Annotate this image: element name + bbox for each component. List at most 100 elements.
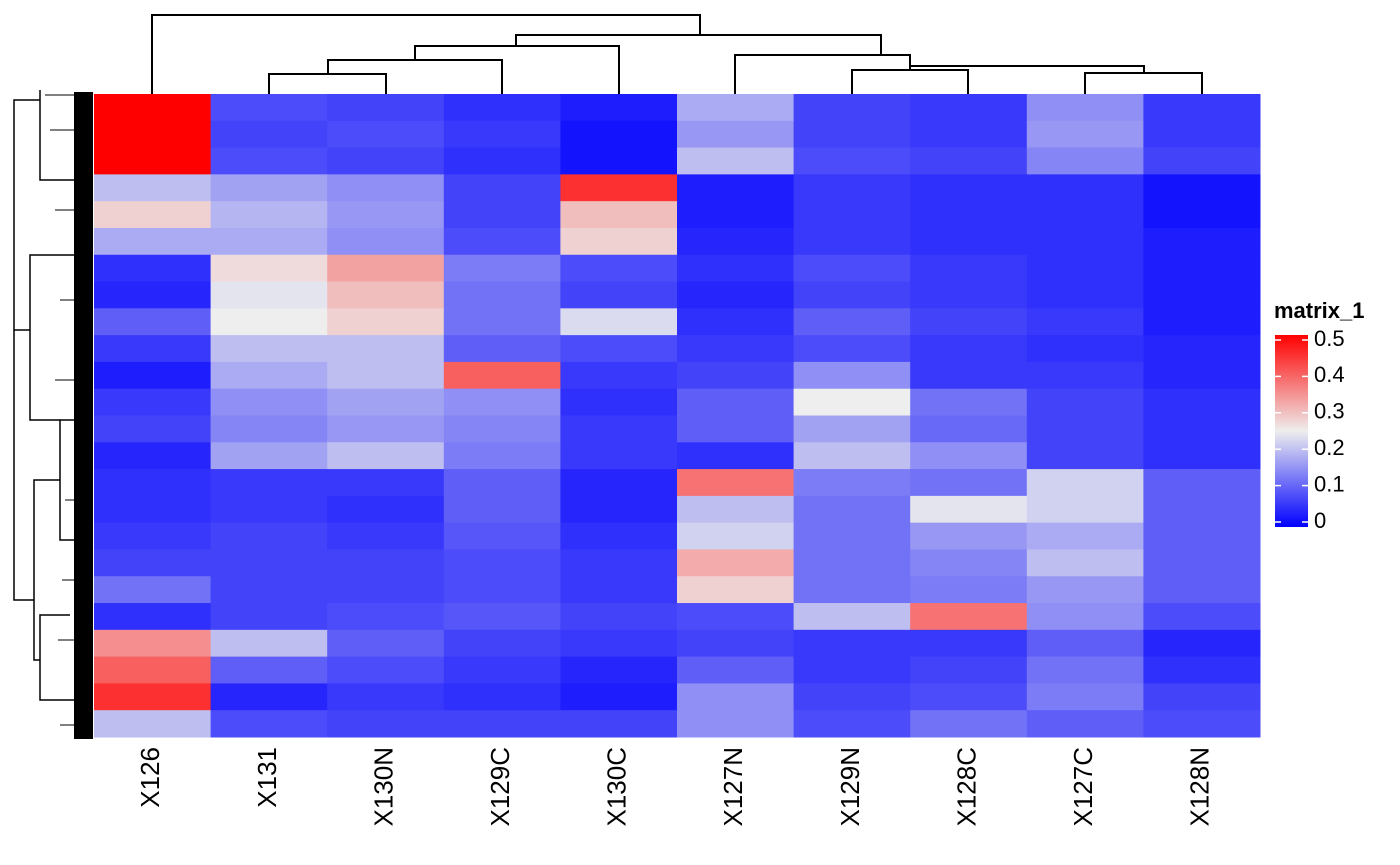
heatmap-cell	[327, 683, 445, 711]
heatmap-cell	[210, 254, 328, 283]
heatmap-cell	[1026, 495, 1144, 524]
heatmap-cell	[94, 308, 212, 336]
heatmap-cell	[1143, 549, 1261, 577]
heatmap-cell	[560, 522, 678, 550]
heatmap-cell	[327, 656, 445, 684]
heatmap-cell	[910, 549, 1028, 577]
heatmap-cell	[677, 656, 795, 684]
heatmap-cell	[677, 308, 795, 336]
heatmap-cell	[560, 361, 678, 390]
heatmap-cell	[1026, 388, 1144, 416]
heatmap-cell	[94, 94, 212, 122]
heatmap-cell	[1143, 388, 1261, 416]
row-dendrogram	[13, 90, 93, 739]
heatmap-cell	[793, 201, 911, 229]
heatmap-cell	[94, 388, 212, 416]
heatmap-cell	[677, 495, 795, 524]
heatmap-cell	[1026, 415, 1144, 443]
heatmap-cell	[677, 629, 795, 658]
heatmap-cell	[327, 335, 445, 363]
heatmap-cell	[793, 576, 911, 604]
heatmap-cell	[94, 522, 212, 550]
heatmap-cell	[94, 710, 212, 738]
heatmap-cell	[443, 442, 561, 470]
heatmap-cell	[1143, 335, 1261, 363]
heatmap-cell	[94, 576, 212, 604]
colorbar	[1275, 335, 1308, 527]
heatmap-cell	[1143, 522, 1261, 550]
heatmap-cell	[560, 308, 678, 336]
heatmap-cell	[793, 227, 911, 256]
heatmap-cell	[443, 469, 561, 497]
heatmap-cell	[560, 629, 678, 658]
heatmap-cell	[327, 94, 445, 122]
heatmap-cell	[677, 254, 795, 283]
column-dendrogram	[151, 14, 1203, 94]
heatmap-cell	[443, 308, 561, 336]
heatmap-cell	[443, 495, 561, 524]
heatmap-cell	[910, 415, 1028, 443]
heatmap-cell	[443, 683, 561, 711]
heatmap-cell	[910, 683, 1028, 711]
column-label: X131	[252, 747, 282, 808]
heatmap-cell	[677, 469, 795, 497]
heatmap-cell	[210, 656, 328, 684]
heatmap-cell	[210, 308, 328, 336]
heatmap-cell	[560, 495, 678, 524]
heatmap-cell	[327, 522, 445, 550]
heatmap-cell	[443, 415, 561, 443]
heatmap-cell	[1143, 415, 1261, 443]
heatmap-cell	[910, 147, 1028, 175]
heatmap-cell	[1026, 147, 1144, 175]
heatmap-cell	[910, 710, 1028, 738]
heatmap-cell	[560, 576, 678, 604]
heatmap-cell	[94, 174, 212, 202]
heatmap-cell	[910, 335, 1028, 363]
heatmap-cell	[677, 522, 795, 550]
heatmap-cell	[910, 442, 1028, 470]
heatmap-cell	[1026, 281, 1144, 309]
heatmap-cell	[793, 629, 911, 658]
heatmap-cell	[94, 495, 212, 524]
heatmap-cell	[210, 549, 328, 577]
heatmap-cell	[1143, 469, 1261, 497]
heatmap-cell	[94, 361, 212, 390]
heatmap-cell	[327, 308, 445, 336]
heatmap-cell	[327, 227, 445, 256]
heatmap-cell	[443, 174, 561, 202]
heatmap-cell	[793, 174, 911, 202]
heatmap-cell	[94, 603, 212, 631]
heatmap-cell	[1143, 442, 1261, 470]
colorbar-tick-label: 0.5	[1314, 326, 1345, 351]
heatmap-cell	[910, 522, 1028, 550]
legend-title: matrix_1	[1274, 298, 1365, 323]
heatmap-cell	[210, 201, 328, 229]
heatmap-cell	[210, 469, 328, 497]
heatmap-cell	[1026, 94, 1144, 122]
heatmap-cell	[677, 227, 795, 256]
heatmap-cell	[94, 415, 212, 443]
heatmap-cell	[560, 710, 678, 738]
heatmap-cell	[443, 201, 561, 229]
heatmap-cell	[793, 442, 911, 470]
heatmap-cell	[793, 656, 911, 684]
heatmap-cell	[560, 281, 678, 309]
heatmap-cell	[793, 388, 911, 416]
heatmap-cell	[677, 361, 795, 390]
heatmap-cell	[210, 495, 328, 524]
heatmap-cell	[1026, 361, 1144, 390]
heatmap-cell	[910, 227, 1028, 256]
heatmap-cell	[910, 603, 1028, 631]
heatmap-cell	[443, 629, 561, 658]
heatmap-cell	[677, 603, 795, 631]
heatmap-cell	[327, 254, 445, 283]
heatmap-cell	[1143, 120, 1261, 149]
column-label: X130N	[368, 747, 398, 827]
heatmap-cell	[1143, 201, 1261, 229]
heatmap-cell	[94, 147, 212, 175]
heatmap-cell	[677, 281, 795, 309]
heatmap-cell	[210, 147, 328, 175]
heatmap-cell	[793, 710, 911, 738]
heatmap-cell	[910, 495, 1028, 524]
heatmap-cell	[1143, 254, 1261, 283]
